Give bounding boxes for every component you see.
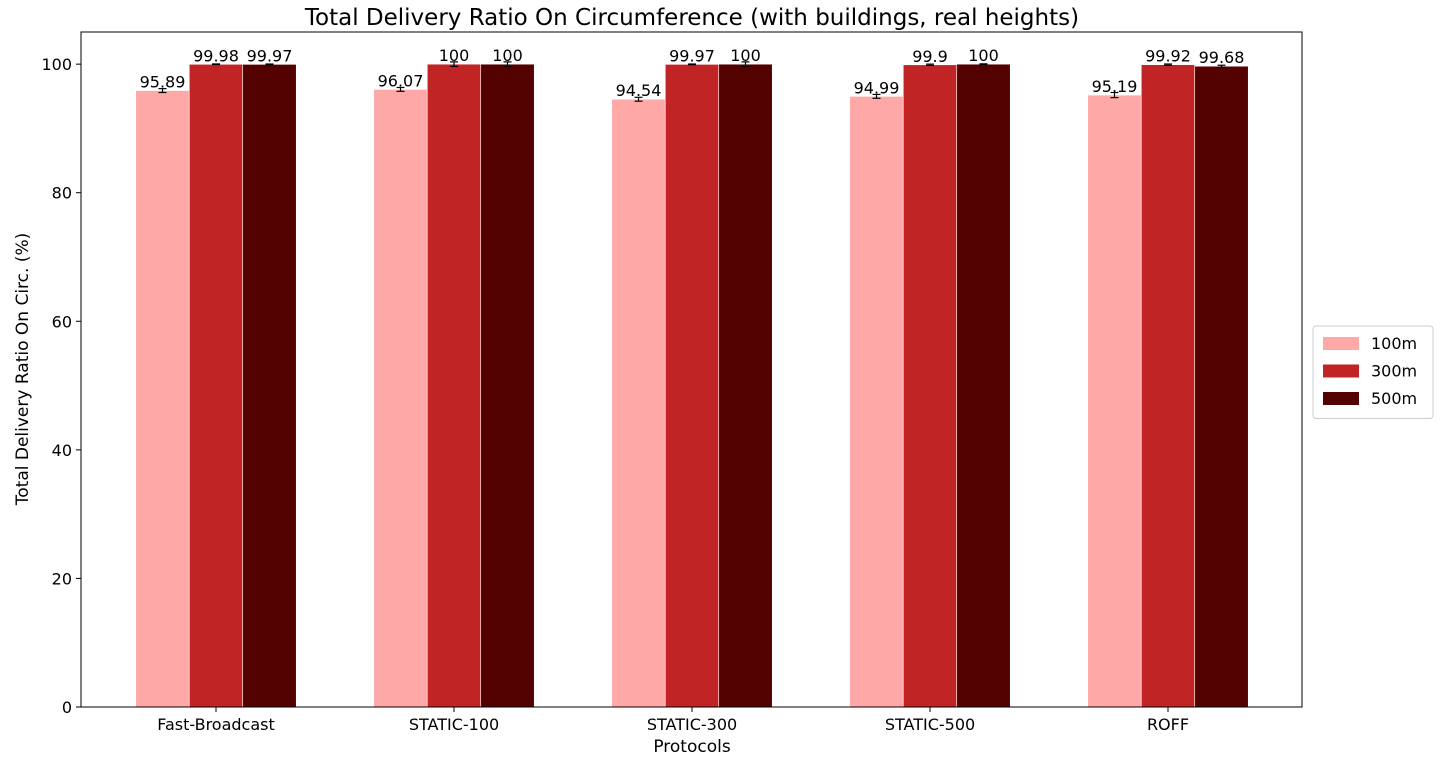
x-tick-label-STATIC-500: STATIC-500: [885, 715, 975, 734]
x-tick-label-Fast-Broadcast: Fast-Broadcast: [157, 715, 275, 734]
bar-500m-STATIC-500: [956, 63, 1011, 708]
y-tick-label-60: 60: [52, 312, 72, 331]
bar-300m-STATIC-500: [902, 64, 958, 708]
x-tick-label-ROFF: ROFF: [1147, 715, 1189, 734]
bar-500m-Fast-Broadcast: [242, 64, 297, 708]
legend-swatch-500m: [1323, 392, 1359, 405]
data-label-100m-STATIC-500: 94.99: [854, 78, 900, 97]
data-label-300m-Fast-Broadcast: 99.98: [193, 46, 239, 65]
y-axis-label: Total Delivery Ratio On Circ. (%): [13, 233, 33, 506]
legend-label-500m: 500m: [1371, 389, 1417, 408]
bar-100m-ROFF: [1087, 94, 1142, 708]
x-tick-label-STATIC-100: STATIC-100: [409, 715, 499, 734]
y-tick-label-100: 100: [41, 55, 72, 74]
data-label-500m-STATIC-300: 100: [730, 46, 761, 65]
bar-300m-STATIC-100: [426, 63, 482, 708]
bar-100m-STATIC-300: [611, 98, 666, 708]
bar-100m-STATIC-100: [373, 89, 428, 708]
data-label-500m-Fast-Broadcast: 99.97: [247, 46, 293, 65]
y-tick-label-80: 80: [52, 184, 72, 203]
y-tick-label-0: 0: [62, 698, 72, 717]
x-axis-label: Protocols: [653, 737, 731, 757]
legend-swatch-300m: [1323, 364, 1359, 378]
data-label-100m-STATIC-300: 94.54: [616, 81, 662, 100]
bar-100m-Fast-Broadcast: [135, 90, 190, 708]
legend-swatch-100m: [1323, 337, 1359, 350]
bar-300m-Fast-Broadcast: [188, 63, 244, 708]
y-tick-label-40: 40: [52, 441, 72, 460]
data-label-500m-STATIC-100: 100: [492, 46, 523, 65]
data-label-300m-STATIC-500: 99.9: [912, 47, 948, 66]
bar-500m-ROFF: [1194, 65, 1249, 708]
chart-title: Total Delivery Ratio On Circumference (w…: [304, 5, 1079, 31]
data-label-100m-ROFF: 95.19: [1092, 77, 1138, 96]
data-label-100m-Fast-Broadcast: 95.89: [140, 73, 186, 92]
error-bars-group: [158, 61, 1226, 102]
data-labels-group: 95.89 99.98 99.97 96.07 100 100 94.54 99.97 100 9…: [140, 46, 1245, 100]
data-label-300m-STATIC-100: 100: [439, 46, 470, 65]
bar-100m-STATIC-500: [849, 96, 904, 708]
legend-label-300m: 300m: [1371, 362, 1417, 381]
x-axis: Fast-Broadcast STATIC-100 STATIC-300 STATIC…: [157, 707, 1189, 734]
data-label-500m-STATIC-500: 100: [968, 46, 999, 65]
legend: 100m 300m 500m: [1312, 325, 1434, 419]
bar-500m-STATIC-300: [718, 63, 773, 708]
bar-500m-STATIC-100: [480, 63, 535, 708]
data-label-100m-STATIC-100: 96.07: [378, 71, 424, 90]
legend-label-100m: 100m: [1371, 334, 1417, 353]
x-tick-label-STATIC-300: STATIC-300: [647, 715, 737, 734]
y-axis: 0 20 40 60 80 100: [41, 55, 81, 717]
data-label-500m-ROFF: 99.68: [1199, 48, 1245, 67]
bars-group: [135, 63, 1249, 708]
bar-300m-ROFF: [1140, 64, 1196, 708]
data-label-300m-ROFF: 99.92: [1145, 47, 1191, 66]
data-label-300m-STATIC-300: 99.97: [669, 46, 715, 65]
bar-300m-STATIC-300: [664, 64, 720, 708]
y-tick-label-20: 20: [52, 569, 72, 588]
